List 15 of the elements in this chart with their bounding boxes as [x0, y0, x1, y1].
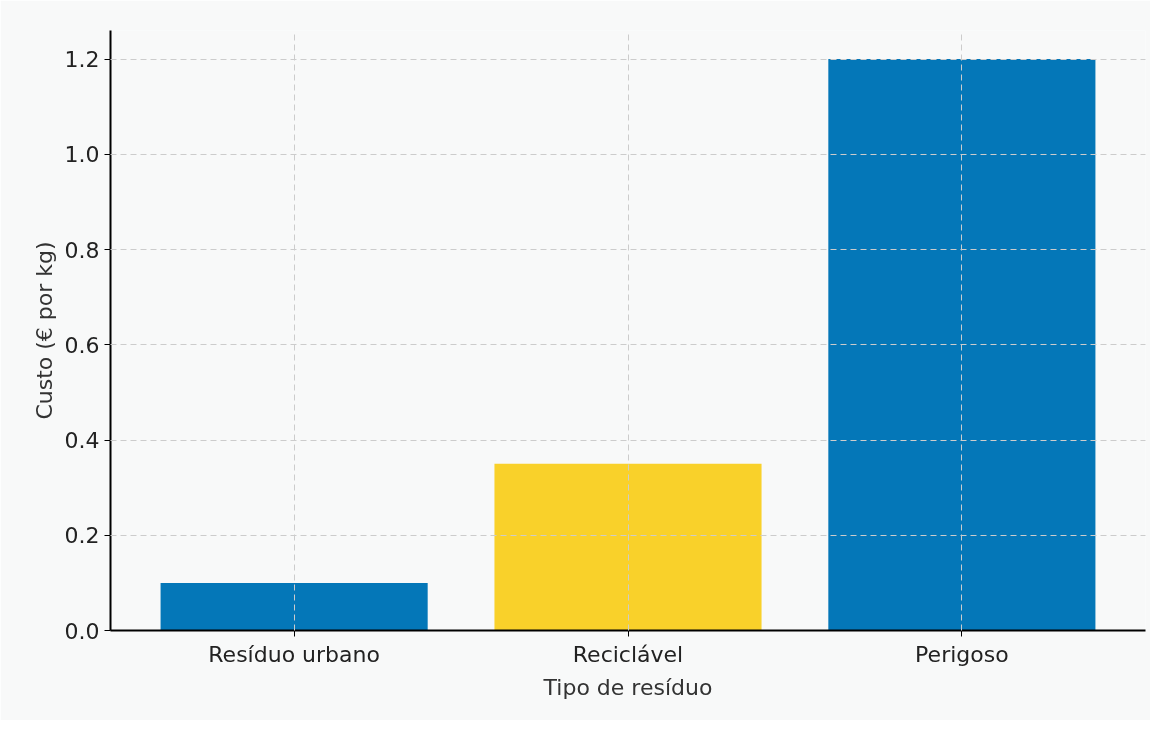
y-tick-label: 0.2 — [64, 523, 100, 549]
x-tick-label: Resíduo urbano — [208, 641, 380, 667]
y-axis-title: Custo (€ por kg) — [31, 241, 57, 420]
x-axis-title: Tipo de resíduo — [542, 674, 713, 700]
y-tick-label: 0.6 — [64, 332, 100, 358]
bar — [828, 59, 1096, 631]
y-tick-label: 0.8 — [64, 237, 100, 263]
bar — [494, 463, 762, 631]
y-tick-label: 0.4 — [64, 428, 100, 454]
x-tick-label: Perigoso — [915, 641, 1009, 667]
y-tick-label: 1.2 — [64, 47, 100, 73]
bar — [160, 582, 428, 631]
y-tick-label: 1.0 — [64, 142, 100, 168]
y-tick-label: 0.0 — [64, 618, 100, 644]
x-tick-label: Reciclável — [572, 641, 684, 667]
